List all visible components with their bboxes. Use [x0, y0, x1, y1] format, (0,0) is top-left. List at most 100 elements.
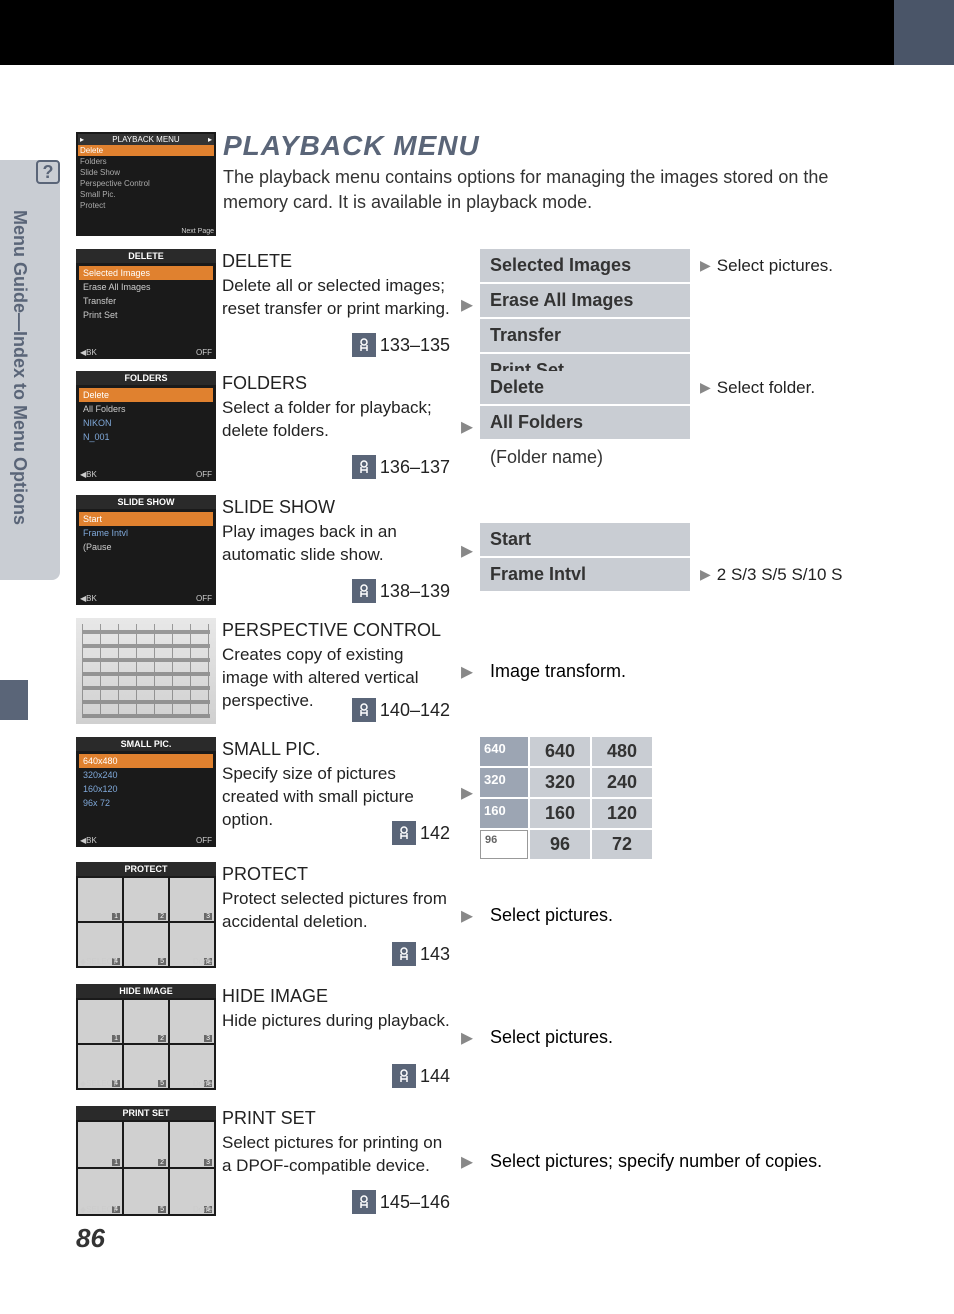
page-ref-icon: [352, 579, 376, 603]
menu-item: Selected Images: [79, 266, 213, 280]
options-column: 640640480320320240160160120969672: [476, 737, 886, 847]
option-plain-text: Select pictures.: [480, 984, 886, 1090]
size-icon: 320: [480, 768, 528, 797]
page-reference: 140–142: [352, 698, 450, 722]
option-row: (Folder name): [480, 441, 886, 474]
page-reference: 143: [392, 942, 450, 966]
page-number: 86: [76, 1223, 105, 1254]
option-label: Delete: [480, 371, 690, 404]
description-column: PERSPECTIVE CONTROLCreates copy of exist…: [216, 618, 458, 724]
help-icon: ?: [36, 160, 60, 184]
option-plain-text: Select pictures; specify number of copie…: [480, 1106, 886, 1216]
photo-thumbnail: [170, 1122, 214, 1167]
photo-thumbnail: [124, 1000, 168, 1043]
option-row: Selected Images▶Select pictures.: [480, 249, 886, 282]
section-row: SMALL PIC.640x480320x240160x12096x 72◀BK…: [76, 737, 886, 847]
screenshot-title: PLAYBACK MENU: [112, 135, 179, 144]
description-title: PRINT SET: [222, 1106, 450, 1130]
size-width: 640: [530, 737, 590, 766]
menu-item: 640x480: [79, 754, 213, 768]
size-width: 320: [530, 768, 590, 797]
option-action: ▶Select pictures.: [690, 249, 886, 282]
description-text: Select pictures for printing on a DPOF-c…: [222, 1132, 450, 1178]
menu-item: N_001: [79, 430, 213, 444]
options-column: Selected Images▶Select pictures.Erase Al…: [476, 249, 886, 359]
option-action-text: Select folder.: [717, 378, 815, 398]
camera-screenshot: HIDE IMAGE ◆SELECTDone: [76, 984, 216, 1090]
screenshot-title: DELETE: [76, 249, 216, 263]
menu-item: NIKON: [79, 416, 213, 430]
section-row: FOLDERSDeleteAll FoldersNIKONN_001◀BKOFF…: [76, 371, 886, 481]
description-text: Select a folder for playback; delete fol…: [222, 397, 450, 443]
description-title: DELETE: [222, 249, 450, 273]
options-column: Select pictures.: [476, 862, 886, 968]
description-text: Hide pictures during playback.: [222, 1010, 450, 1033]
screenshot-title: SLIDE SHOW: [76, 495, 216, 509]
description-title: FOLDERS: [222, 371, 450, 395]
size-width: 160: [530, 799, 590, 828]
page-ref-number: 145–146: [380, 1190, 450, 1214]
camera-screenshot: PROTECT ◆SELECTDone: [76, 862, 216, 968]
arrow-column: ▸: [458, 984, 476, 1090]
arrow-column: ▸: [458, 1106, 476, 1216]
chevron-right-icon: ▸: [461, 290, 473, 319]
photo-thumbnail: [78, 878, 122, 921]
top-black-bar: [0, 0, 954, 65]
menu-item: Protect: [78, 200, 214, 211]
screenshot-cursor-icon: ▸: [208, 135, 212, 144]
size-height: 240: [592, 768, 652, 797]
page-title: PLAYBACK MENU: [223, 130, 480, 162]
option-row: Start: [480, 523, 886, 556]
screenshot-title: PROTECT: [76, 862, 216, 876]
menu-item: Perspective Control: [78, 178, 214, 189]
section-row: PROTECT ◆SELECTDonePROTECTProtect selecte…: [76, 862, 886, 968]
screenshot-play-icon: ▸: [80, 135, 84, 144]
size-height: 480: [592, 737, 652, 766]
photo-thumbnail: [124, 878, 168, 921]
page-ref-number: 136–137: [380, 455, 450, 479]
menu-item: Delete: [78, 145, 214, 156]
description-column: SLIDE SHOWPlay images back in an automat…: [216, 495, 458, 605]
description-column: SMALL PIC.Specify size of pictures creat…: [216, 737, 458, 847]
screenshot-footer: ◆SELECTDone: [76, 1077, 216, 1090]
screenshot-footer: ◆SELECTDone: [76, 955, 216, 968]
options-column: Select pictures; specify number of copie…: [476, 1106, 886, 1216]
chevron-right-icon: ▸: [461, 1147, 473, 1176]
arrow-column: ▸: [458, 371, 476, 481]
size-height: 120: [592, 799, 652, 828]
chevron-right-icon: ▸: [461, 778, 473, 807]
description-column: PROTECTProtect selected pictures from ac…: [216, 862, 458, 968]
screenshot-footer: ◀BKOFF: [76, 346, 216, 359]
section-row: HIDE IMAGE ◆SELECTDoneHIDE IMAGE Hide pict…: [76, 984, 886, 1090]
photo-thumbnail: [124, 1122, 168, 1167]
page-ref-number: 142: [420, 821, 450, 845]
screenshot-title: FOLDERS: [76, 371, 216, 385]
option-label: Frame Intvl: [480, 558, 690, 591]
options-column: StartFrame Intvl▶2 S/3 S/5 S/10 S: [476, 495, 886, 605]
option-plain-text: Select pictures.: [480, 862, 886, 968]
chevron-right-icon: ▸: [461, 657, 473, 686]
page-ref-number: 140–142: [380, 698, 450, 722]
menu-item: Slide Show: [78, 167, 214, 178]
camera-screenshot: SLIDE SHOWStartFrame Intvl(Pause◀BKOFF: [76, 495, 216, 605]
menu-item: Frame Intvl: [79, 526, 213, 540]
triangle-right-icon: ▶: [700, 379, 711, 396]
page-reference: 138–139: [352, 579, 450, 603]
menu-item: 320x240: [79, 768, 213, 782]
description-title: SMALL PIC.: [222, 737, 450, 761]
screenshot-title: HIDE IMAGE: [76, 984, 216, 998]
option-action: ▶2 S/3 S/5 S/10 S: [690, 558, 886, 591]
arrow-column: ▸: [458, 737, 476, 847]
page-reference: 144: [392, 1064, 450, 1088]
screenshot-footer: ◀BKOFF: [76, 468, 216, 481]
page-ref-number: 138–139: [380, 579, 450, 603]
option-row: All Folders: [480, 406, 886, 439]
option-label: Erase All Images: [480, 284, 690, 317]
description-title: PROTECT: [222, 862, 450, 886]
menu-item: 96x 72: [79, 796, 213, 810]
menu-item: All Folders: [79, 402, 213, 416]
page-reference: 145–146: [352, 1190, 450, 1214]
options-column: Select pictures.: [476, 984, 886, 1090]
menu-item: Folders: [78, 156, 214, 167]
screenshot-footer: ◀BKOFF: [76, 834, 216, 847]
